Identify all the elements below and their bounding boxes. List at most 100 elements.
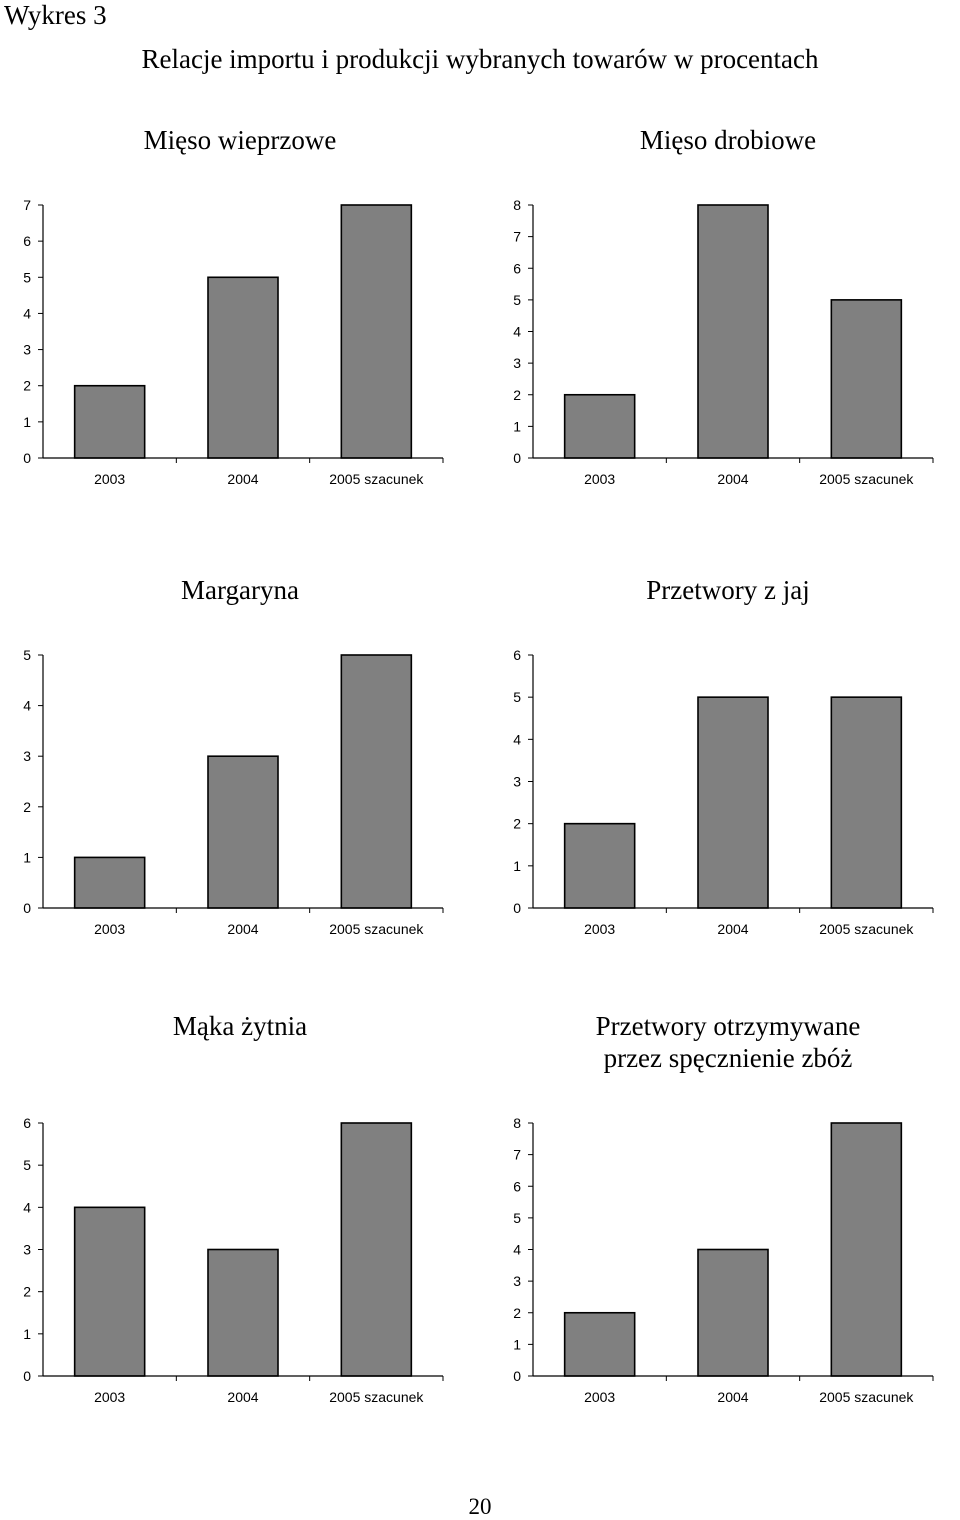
- x-tick-label: 2004: [227, 921, 258, 937]
- y-tick-label: 1: [23, 1326, 31, 1342]
- y-tick-label: 8: [513, 1115, 521, 1131]
- y-tick-label: 1: [513, 1336, 521, 1352]
- figure-label: Wykres 3: [4, 0, 107, 30]
- y-tick-label: 5: [23, 269, 31, 285]
- y-tick-label: 3: [513, 1273, 521, 1289]
- y-tick-label: 2: [513, 816, 521, 832]
- y-tick-label: 1: [23, 414, 31, 430]
- y-tick-label: 1: [513, 858, 521, 874]
- chart-title-line: Przetwory otrzymywane: [595, 1011, 861, 1041]
- y-tick-label: 2: [23, 1284, 31, 1300]
- chart-title-line: Mąka żytnia: [172, 1011, 308, 1041]
- bar: [340, 204, 413, 459]
- x-tick-label: 2003: [584, 921, 615, 937]
- chart-title-line: Przetwory z jaj: [646, 575, 810, 605]
- y-tick-label: 0: [23, 1368, 31, 1384]
- chart-title-pork: Mięso wieprzowe: [20, 124, 460, 156]
- chart-title-poultry: Mięso drobiowe: [508, 124, 948, 156]
- x-tick-label: 2003: [584, 1389, 615, 1405]
- page-number: 20: [468, 1494, 492, 1519]
- y-tick-label: 2: [23, 799, 31, 815]
- chart-title-line: Mięso drobiowe: [639, 125, 817, 155]
- chart-title-rye-flour: Mąka żytnia: [20, 1010, 460, 1042]
- bar: [563, 393, 636, 459]
- bar: [563, 822, 636, 909]
- y-tick-label: 0: [513, 450, 521, 466]
- y-tick-label: 2: [23, 378, 31, 394]
- chart-title-line: Margaryna: [181, 575, 299, 605]
- y-tick-label: 3: [513, 774, 521, 790]
- bar: [207, 755, 279, 909]
- x-tick-label: 2005 szacunek: [329, 471, 424, 487]
- y-tick-label: 5: [513, 292, 521, 308]
- bar: [697, 696, 769, 909]
- bar: [340, 1122, 413, 1377]
- y-tick-label: 6: [513, 260, 521, 276]
- bar: [73, 1206, 146, 1377]
- chart-pork: 0 1 2 3 4 5 6 7 2003 2004 2005 szacunek: [23, 197, 444, 487]
- x-tick-label: 2005 szacunek: [329, 921, 424, 937]
- y-tick-label: 0: [23, 900, 31, 916]
- y-tick-label: 4: [23, 1199, 31, 1215]
- chart-title-egg-products: Przetwory z jaj: [508, 574, 948, 606]
- y-tick-label: 3: [23, 1242, 31, 1258]
- x-tick-label: 2005 szacunek: [329, 1389, 424, 1405]
- x-tick-label: 2004: [227, 1389, 258, 1405]
- y-tick-label: 4: [23, 305, 31, 321]
- bar: [697, 1248, 769, 1377]
- y-tick-label: 5: [513, 1210, 521, 1226]
- chart-title-line: Mięso wieprzowe: [143, 125, 337, 155]
- bar: [340, 654, 413, 909]
- x-tick-label: 2003: [94, 1389, 125, 1405]
- y-tick-label: 4: [513, 731, 521, 747]
- chart-title-puffed-cereals: Przetwory otrzymywane przez spęcznienie …: [508, 1010, 948, 1074]
- y-tick-label: 6: [513, 1178, 521, 1194]
- y-tick-label: 7: [23, 197, 31, 213]
- y-tick-label: 3: [513, 355, 521, 371]
- chart-title-line: przez spęcznienie zbóż: [603, 1043, 853, 1073]
- y-tick-label: 2: [513, 387, 521, 403]
- y-tick-label: 0: [513, 1368, 521, 1384]
- x-tick-label: 2005 szacunek: [819, 471, 914, 487]
- x-tick-label: 2003: [94, 921, 125, 937]
- chart-puffed-cereals: 0 1 2 3 4 5 6 7 8 2003 2004 2005 szacunek: [513, 1115, 934, 1405]
- y-tick-label: 6: [513, 647, 521, 663]
- y-tick-label: 0: [513, 900, 521, 916]
- bar: [73, 384, 146, 459]
- bar: [697, 204, 769, 459]
- x-tick-label: 2003: [584, 471, 615, 487]
- bar: [73, 856, 146, 909]
- x-tick-label: 2004: [717, 471, 748, 487]
- y-tick-label: 5: [513, 689, 521, 705]
- chart-poultry: 0 1 2 3 4 5 6 7 8 2003 2004 2005 szacunek: [513, 197, 934, 487]
- y-tick-label: 5: [23, 1157, 31, 1173]
- x-tick-label: 2005 szacunek: [819, 921, 914, 937]
- bar: [563, 1311, 636, 1377]
- chart-egg-products: 0 1 2 3 4 5 6 2003 2004 2005 szacunek: [513, 647, 934, 937]
- y-tick-label: 0: [23, 450, 31, 466]
- y-tick-label: 1: [23, 849, 31, 865]
- bar: [207, 1248, 279, 1377]
- y-tick-label: 3: [23, 748, 31, 764]
- y-tick-label: 7: [513, 1147, 521, 1163]
- y-tick-label: 7: [513, 229, 521, 245]
- chart-rye-flour: 0 1 2 3 4 5 6 2003 2004 2005 szacunek: [23, 1115, 444, 1405]
- y-tick-label: 2: [513, 1305, 521, 1321]
- x-tick-label: 2004: [227, 471, 258, 487]
- chart-title-margarine: Margaryna: [20, 574, 460, 606]
- y-tick-label: 6: [23, 233, 31, 249]
- bar: [830, 696, 903, 909]
- y-tick-label: 6: [23, 1115, 31, 1131]
- y-tick-label: 5: [23, 647, 31, 663]
- chart-margarine: 0 1 2 3 4 5 2003 2004 2005 szacunek: [23, 647, 444, 937]
- y-tick-label: 4: [513, 1242, 521, 1258]
- y-tick-label: 4: [513, 324, 521, 340]
- y-tick-label: 1: [513, 418, 521, 434]
- bar: [207, 276, 279, 459]
- y-tick-label: 3: [23, 342, 31, 358]
- x-tick-label: 2005 szacunek: [819, 1389, 914, 1405]
- figure-title: Relacje importu i produkcji wybranych to…: [141, 44, 819, 74]
- x-tick-label: 2004: [717, 1389, 748, 1405]
- bar: [830, 1122, 903, 1377]
- y-tick-label: 4: [23, 698, 31, 714]
